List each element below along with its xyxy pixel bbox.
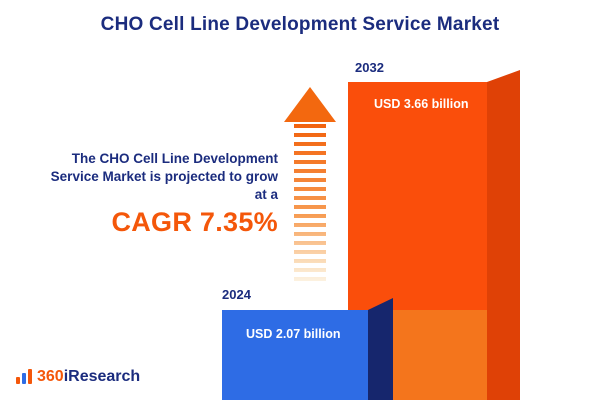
logo-bar (16, 377, 20, 384)
logo-bar (28, 369, 32, 384)
bar-2024 (222, 310, 368, 400)
logo: 360 iResearch (16, 368, 140, 386)
bar-2032-side-face (487, 70, 520, 400)
logo-bars-icon (16, 369, 32, 386)
logo-text-research: iResearch (63, 368, 141, 385)
value-label-2032: USD 3.66 billion (374, 97, 469, 111)
description-line-2: Service Market is projected to grow (50, 169, 278, 184)
logo-bar (22, 373, 26, 384)
page-title: CHO Cell Line Development Service Market (100, 14, 500, 35)
cagr-value: CAGR 7.35% (111, 207, 278, 237)
growth-arrow-shaft-icon (294, 124, 326, 286)
year-label-2024: 2024 (222, 287, 251, 302)
value-label-2024: USD 2.07 billion (246, 327, 341, 341)
year-label-2032: 2032 (355, 60, 384, 75)
bar-2024-side-face (368, 298, 393, 400)
growth-arrow-head-icon (284, 87, 336, 122)
description-block: The CHO Cell Line Development Service Ma… (8, 150, 278, 237)
description-line-3: at a (254, 187, 278, 202)
logo-text-360: 360 (37, 368, 64, 385)
description-line-1: The CHO Cell Line Development (71, 151, 278, 166)
